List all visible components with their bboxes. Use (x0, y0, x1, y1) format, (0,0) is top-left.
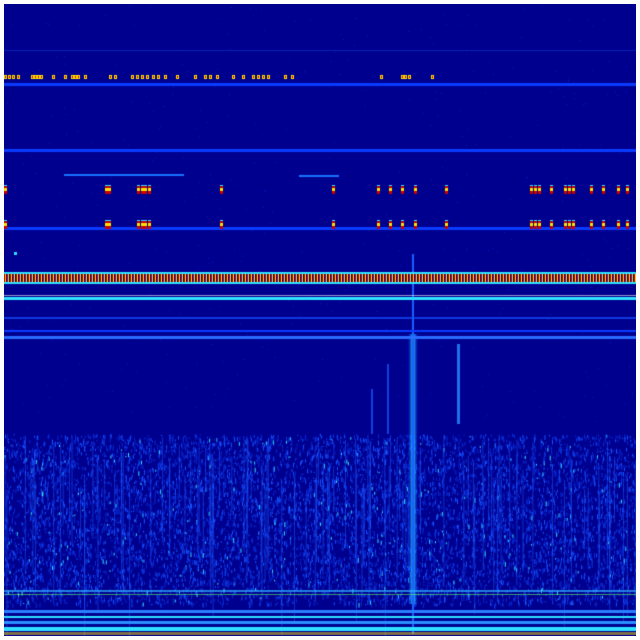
spectrogram-heatmap (4, 4, 636, 636)
heatmap-frame (4, 4, 636, 636)
